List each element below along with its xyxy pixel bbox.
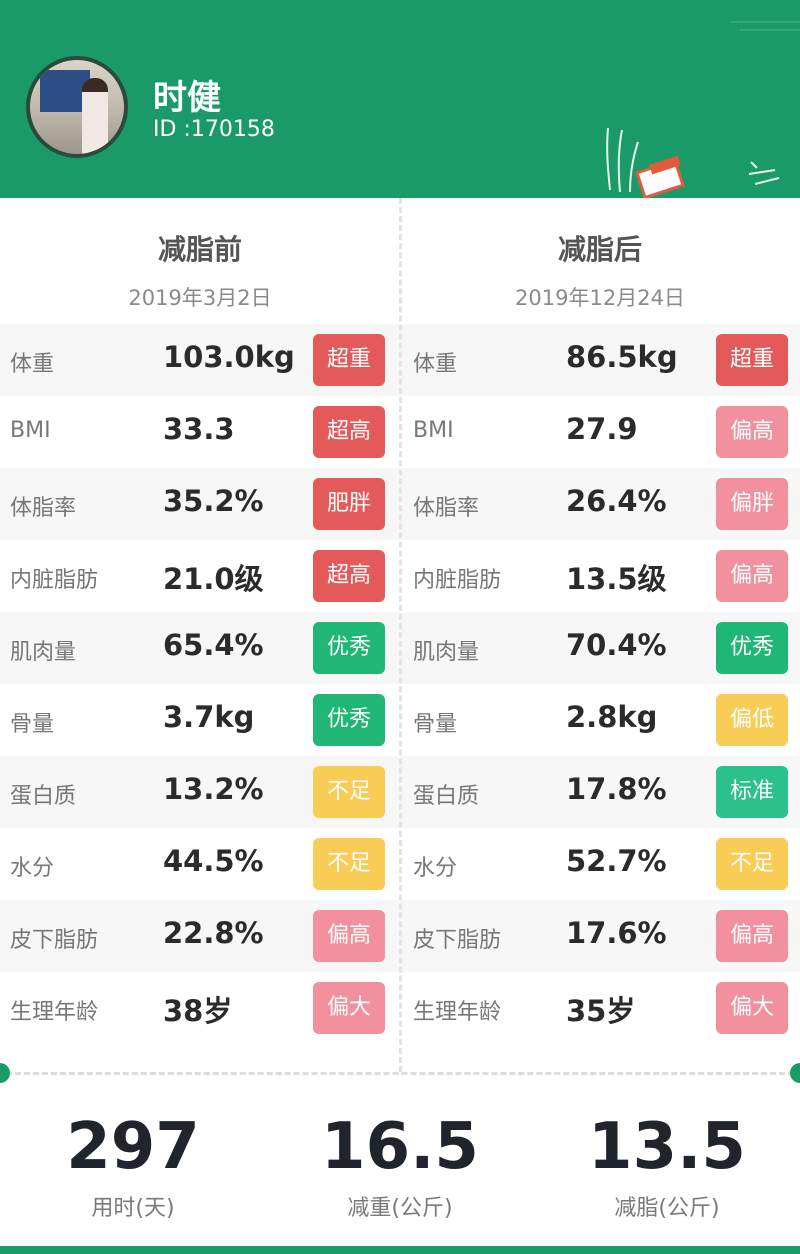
sparkle-lines-icon (748, 161, 780, 185)
metric-row: 内脏脂肪 21.0级 超高 内脏脂肪 13.5级 偏高 (0, 540, 800, 612)
metric-label: 肌肉量 (413, 640, 480, 665)
status-badge: 偏高 (716, 406, 788, 458)
metric-label: 体脂率 (10, 496, 77, 521)
status-badge: 不足 (313, 766, 385, 818)
metric-value: 27.9 (566, 412, 638, 446)
footer-bar (0, 1246, 800, 1254)
status-badge: 超重 (313, 334, 385, 386)
status-badge: 超重 (716, 334, 788, 386)
metric-label: 皮下脂肪 (413, 928, 502, 953)
metric-label: 皮下脂肪 (10, 928, 99, 953)
metric-label: 骨量 (10, 712, 55, 737)
metric-row: BMI 33.3 超高 BMI 27.9 偏高 (0, 396, 800, 468)
metric-value: 21.0级 (163, 562, 264, 596)
status-badge: 偏高 (716, 550, 788, 602)
status-badge: 优秀 (313, 622, 385, 674)
metric-value: 26.4% (566, 484, 667, 518)
metric-value: 2.8kg (566, 700, 658, 734)
metric-value: 17.6% (566, 916, 667, 950)
metric-value: 103.0kg (163, 340, 295, 374)
status-badge: 不足 (313, 838, 385, 890)
column-divider (399, 198, 402, 1072)
hand-book-illustration-icon (606, 127, 685, 198)
profile-header: 时健 ID :170158 (0, 0, 800, 198)
summary-weight-loss-value: 16.5 (321, 1110, 479, 1184)
metric-value: 38岁 (163, 994, 233, 1028)
status-badge: 偏高 (313, 910, 385, 962)
metric-label: 内脏脂肪 (10, 568, 99, 593)
metric-value: 65.4% (163, 628, 264, 662)
status-badge: 偏低 (716, 694, 788, 746)
metric-value: 33.3 (163, 412, 235, 446)
metric-row: 水分 44.5% 不足 水分 52.7% 不足 (0, 828, 800, 900)
status-badge: 偏大 (716, 982, 788, 1034)
divider-dot-left (0, 1063, 10, 1083)
summary-days-value: 297 (66, 1110, 200, 1184)
summary-days: 297 用时(天) (0, 1110, 266, 1222)
metric-value: 70.4% (566, 628, 667, 662)
metric-value: 86.5kg (566, 340, 678, 374)
status-badge: 不足 (716, 838, 788, 890)
metric-label: 生理年龄 (413, 1000, 502, 1025)
status-badge: 优秀 (716, 622, 788, 674)
metric-row: 体脂率 35.2% 肥胖 体脂率 26.4% 偏胖 (0, 468, 800, 540)
avatar[interactable] (26, 56, 128, 158)
summary-weight-loss-caption: 减重(公斤) (347, 1196, 453, 1221)
section-divider (6, 1072, 794, 1075)
status-badge: 偏大 (313, 982, 385, 1034)
avatar-photo-poster (40, 70, 90, 112)
before-column-header: 减脂前 2019年3月2日 (0, 228, 400, 312)
metric-label: 蛋白质 (413, 784, 480, 809)
metric-label: 体重 (413, 352, 458, 377)
user-id: ID :170158 (153, 117, 275, 142)
metric-label: 水分 (413, 856, 458, 881)
user-name: 时健 (153, 78, 221, 118)
metric-value: 22.8% (163, 916, 264, 950)
after-date: 2019年12月24日 (515, 286, 685, 310)
metric-value: 35岁 (566, 994, 636, 1028)
status-badge: 标准 (716, 766, 788, 818)
metric-label: 体脂率 (413, 496, 480, 521)
summary-fat-loss: 13.5 减脂(公斤) (534, 1110, 800, 1222)
status-badge: 偏高 (716, 910, 788, 962)
metric-value: 35.2% (163, 484, 264, 518)
summary-fat-loss-value: 13.5 (588, 1110, 746, 1184)
status-badge: 超高 (313, 550, 385, 602)
before-title: 减脂前 (157, 233, 242, 266)
status-badge: 超高 (313, 406, 385, 458)
metric-row: 生理年龄 38岁 偏大 生理年龄 35岁 偏大 (0, 972, 800, 1044)
metric-label: 体重 (10, 352, 55, 377)
metric-label: 骨量 (413, 712, 458, 737)
status-badge: 偏胖 (716, 478, 788, 530)
metric-value: 44.5% (163, 844, 264, 878)
metric-label: 蛋白质 (10, 784, 77, 809)
metric-value: 52.7% (566, 844, 667, 878)
metric-label: 肌肉量 (10, 640, 77, 665)
metric-label: BMI (413, 418, 454, 443)
summary-fat-loss-caption: 减脂(公斤) (614, 1196, 720, 1221)
metric-label: 水分 (10, 856, 55, 881)
metric-row: 骨量 3.7kg 优秀 骨量 2.8kg 偏低 (0, 684, 800, 756)
status-badge: 肥胖 (313, 478, 385, 530)
status-badge: 优秀 (313, 694, 385, 746)
metric-value: 17.8% (566, 772, 667, 806)
summary-days-caption: 用时(天) (91, 1196, 175, 1221)
metric-label: BMI (10, 418, 51, 443)
metric-value: 13.2% (163, 772, 264, 806)
metric-value: 13.5级 (566, 562, 667, 596)
metric-label: 内脏脂肪 (413, 568, 502, 593)
before-date: 2019年3月2日 (128, 286, 272, 310)
corner-lines-icon (730, 21, 800, 31)
divider-dot-right (790, 1063, 800, 1083)
summary-weight-loss: 16.5 减重(公斤) (267, 1110, 533, 1222)
after-column-header: 减脂后 2019年12月24日 (400, 228, 800, 312)
metric-value: 3.7kg (163, 700, 255, 734)
metric-label: 生理年龄 (10, 1000, 99, 1025)
avatar-photo-person (82, 78, 108, 154)
after-title: 减脂后 (557, 233, 642, 266)
